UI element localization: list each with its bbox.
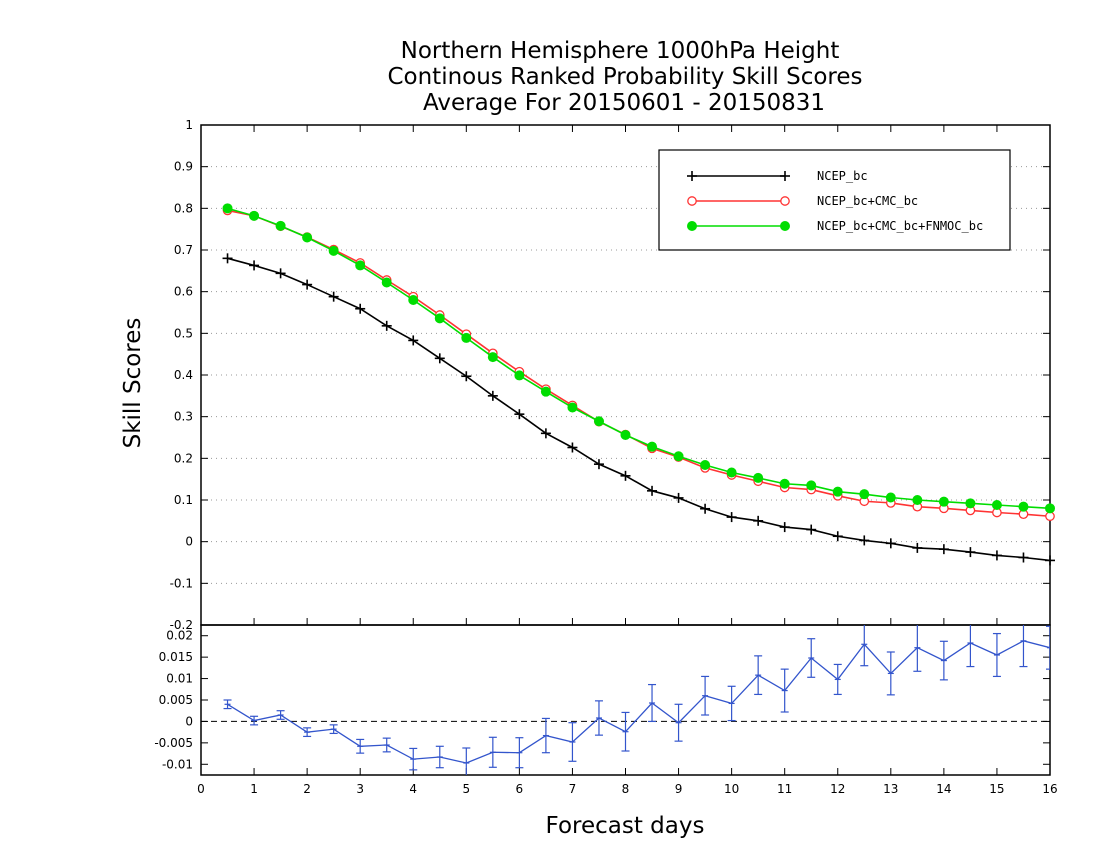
data-point-filled-circle [832, 486, 843, 497]
x-tick-label: 14 [936, 782, 951, 796]
data-point-filled-circle [885, 492, 896, 503]
data-point-filled-circle [687, 221, 697, 231]
x-tick-label: 12 [830, 782, 845, 796]
y-tick-label: 0.7 [174, 243, 193, 257]
x-axis-label: Forecast days [546, 813, 705, 839]
y-tick-label: 0 [185, 535, 193, 549]
data-point-filled-circle [673, 451, 684, 462]
legend-entry: NCEP_bc [687, 169, 868, 183]
data-point-filled-circle [381, 277, 392, 288]
series-line [227, 257, 1051, 562]
data-point-filled-circle [434, 313, 445, 324]
y-tick-label: -0.2 [170, 618, 193, 632]
data-point-filled-circle [620, 430, 631, 440]
x-tick-label: 1 [250, 782, 258, 796]
y-axis-label: Skill Scores [120, 318, 146, 449]
data-point-filled-circle [753, 472, 764, 483]
y-tick-label: 0.015 [159, 650, 193, 664]
x-tick-label: 15 [989, 782, 1004, 796]
legend-label: NCEP_bc+CMC_bc+FNMOC_bc [817, 219, 983, 233]
y-tick-label: 0.2 [174, 451, 193, 465]
series-ncep-bc-cmc-bc [222, 205, 1055, 522]
data-point-filled-circle [328, 245, 339, 256]
data-point-filled-circle [779, 478, 790, 489]
data-point-filled-circle [249, 210, 260, 221]
y-tick-label: 1 [185, 118, 193, 132]
x-tick-label: 7 [569, 782, 577, 796]
data-point-filled-circle [355, 260, 366, 271]
data-point-filled-circle [461, 332, 472, 343]
data-point-filled-circle [859, 489, 870, 500]
series-line [227, 209, 1051, 518]
data-point-filled-circle [408, 295, 419, 305]
legend-entry: NCEP_bc+CMC_bc+FNMOC_bc [687, 219, 983, 233]
data-point-filled-circle [593, 416, 604, 427]
x-tick-label: 8 [622, 782, 630, 796]
y-tick-label: -0.1 [170, 576, 193, 590]
data-point-filled-circle [991, 500, 1002, 510]
data-point-filled-circle [540, 386, 551, 397]
data-point-filled-circle [806, 480, 817, 491]
data-point-filled-circle [567, 402, 578, 413]
data-point-filled-circle [302, 232, 313, 243]
data-point-open-circle [780, 196, 790, 206]
difference-series [223, 625, 1050, 775]
data-point-filled-circle [938, 496, 949, 507]
data-point-filled-circle [1018, 501, 1029, 512]
legend-label: NCEP_bc+CMC_bc [817, 194, 918, 208]
x-tick-label: 13 [883, 782, 898, 796]
data-point-filled-circle [1045, 503, 1055, 514]
x-tick-label: 11 [777, 782, 792, 796]
data-point-filled-circle [514, 370, 525, 381]
y-tick-label: 0.1 [174, 493, 193, 507]
x-tick-label: 5 [462, 782, 470, 796]
y-tick-label: 0.4 [174, 368, 193, 382]
y-tick-label: 0.5 [174, 326, 193, 340]
legend-box [658, 149, 1011, 251]
plot-frame [200, 624, 1051, 776]
data-point-filled-circle [726, 467, 737, 478]
y-tick-label: -0.005 [154, 736, 193, 750]
data-point-filled-circle [275, 220, 286, 231]
series-line [227, 640, 1050, 764]
chart-title-line-1: Northern Hemisphere 1000hPa Height [401, 38, 840, 64]
data-point-filled-circle [487, 352, 498, 363]
chart-title-line-3: Average For 20150601 - 20150831 [423, 90, 825, 116]
legend-entry: NCEP_bc+CMC_bc [687, 194, 918, 208]
data-point-open-circle [687, 196, 697, 206]
x-tick-label: 9 [675, 782, 683, 796]
y-tick-label: 0.01 [166, 672, 193, 686]
y-tick-label: 0 [185, 714, 193, 728]
data-point-filled-circle [965, 498, 976, 509]
data-point-filled-circle [780, 221, 790, 231]
data-point-filled-circle [912, 495, 923, 505]
legend: NCEP_bc NCEP_bc+CMC_bc NCEP_bc+CMC_bc+FNMO… [658, 149, 1011, 251]
x-tick-label: 2 [303, 782, 311, 796]
x-tick-label: 6 [516, 782, 524, 796]
x-tick-label: 3 [356, 782, 364, 796]
y-tick-label: 0.8 [174, 201, 193, 215]
y-tick-label: -0.01 [162, 757, 193, 771]
y-tick-label: 0.3 [174, 410, 193, 424]
data-point-filled-circle [647, 441, 658, 452]
x-tick-label: 10 [724, 782, 739, 796]
chart-title-line-2: Continous Ranked Probability Skill Score… [387, 64, 862, 90]
series-ncep-bc [222, 253, 1055, 566]
x-tick-label: 4 [409, 782, 417, 796]
x-tick-label: 0 [197, 782, 205, 796]
series-ncep-bc-cmc-bc-fnmoc-bc [222, 203, 1055, 514]
data-point-filled-circle [700, 460, 711, 470]
x-tick-label: 16 [1042, 782, 1057, 796]
legend-label: NCEP_bc [817, 169, 868, 183]
y-tick-label: 0.9 [174, 160, 193, 174]
y-tick-label: 0.005 [159, 693, 193, 707]
data-point-filled-circle [222, 203, 233, 214]
series-line [227, 207, 1051, 510]
y-tick-label: 0.6 [174, 285, 193, 299]
y-tick-label: 0.02 [166, 629, 193, 643]
